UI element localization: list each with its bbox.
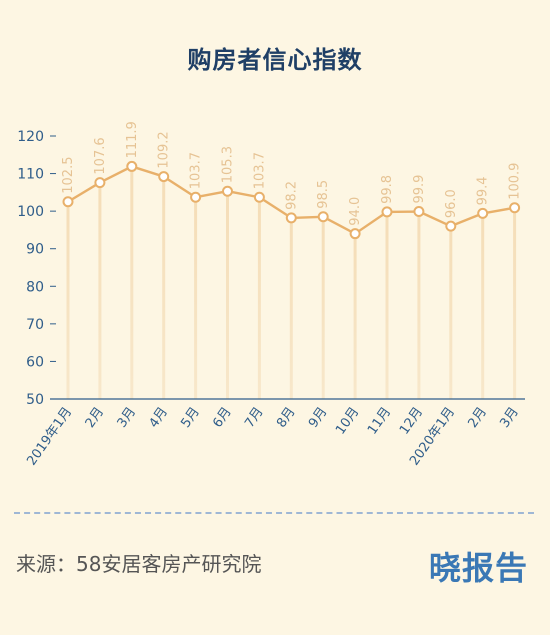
data-label: 102.5 [61, 157, 76, 194]
data-label: 99.4 [476, 176, 491, 205]
y-tick-label: 70 [26, 317, 44, 333]
drop-line [385, 211, 389, 399]
drop-line [66, 201, 70, 399]
data-label: 103.7 [189, 152, 204, 189]
data-point [94, 177, 106, 189]
data-point [126, 160, 138, 172]
data-point [445, 220, 457, 232]
y-tick-label: 80 [26, 279, 44, 295]
y-tick-label: 90 [26, 242, 44, 258]
data-point [509, 202, 521, 214]
drop-line [481, 213, 485, 399]
brand-logo: 晓报告 [428, 549, 528, 587]
data-label: 98.5 [316, 180, 331, 209]
x-tick-label: 3月 [115, 405, 139, 431]
y-tick-label: 120 [17, 129, 44, 145]
dashed-divider [14, 512, 534, 514]
drop-line [194, 197, 198, 399]
drop-line [98, 182, 102, 399]
source-text: 来源：58安居客房产研究院 [16, 552, 262, 576]
y-tick-label: 50 [26, 392, 44, 408]
data-label: 96.0 [444, 189, 459, 218]
data-point [158, 171, 170, 183]
data-point [317, 211, 329, 223]
data-point [62, 196, 74, 208]
y-tick-label: 100 [17, 204, 44, 220]
y-tick-label: 60 [26, 354, 44, 370]
data-point [285, 212, 297, 224]
data-label: 99.8 [380, 175, 395, 204]
drop-line [130, 166, 134, 399]
drop-line [449, 226, 453, 399]
x-tick-label: 8月 [274, 405, 298, 431]
data-point [413, 206, 425, 218]
data-point [477, 207, 489, 219]
x-tick-label: 10月 [333, 405, 362, 438]
data-point [349, 228, 361, 240]
data-label: 107.6 [93, 137, 108, 174]
x-tick-label: 4月 [146, 405, 170, 431]
x-tick-label: 5月 [178, 405, 202, 431]
drop-line [162, 176, 166, 399]
x-tick-label: 11月 [365, 405, 394, 438]
data-label: 109.2 [157, 131, 172, 168]
drop-line [513, 207, 517, 399]
data-label: 94.0 [348, 197, 363, 226]
data-point [381, 206, 393, 218]
data-label: 99.9 [412, 175, 427, 204]
drop-line [417, 211, 421, 399]
x-tick-label: 12月 [397, 405, 426, 438]
chart-title: 购房者信心指数 [187, 46, 363, 74]
x-tick-label: 9月 [306, 405, 330, 431]
drop-line [226, 191, 229, 399]
x-tick-label: 2019年1月 [24, 405, 75, 469]
data-label: 105.3 [221, 146, 236, 183]
line-chart: 50 60 70 80 90 100 110 120 102.5 107.6 111.9 109.2 1… [17, 121, 525, 469]
x-tick-label: 6月 [210, 405, 234, 431]
drop-line [321, 216, 325, 399]
drop-line [289, 217, 293, 399]
x-tick-label: 2月 [83, 405, 107, 431]
x-tick-label: 2月 [465, 405, 489, 431]
drop-line [353, 233, 357, 399]
data-label: 111.9 [125, 121, 140, 158]
data-point [253, 191, 265, 203]
data-point [190, 191, 202, 203]
x-tick-label: 3月 [497, 405, 521, 431]
y-tick-label: 110 [17, 167, 44, 183]
drop-line [257, 197, 261, 399]
data-label: 98.2 [284, 181, 299, 210]
data-point [222, 185, 233, 197]
x-tick-label: 7月 [242, 405, 266, 431]
data-label: 100.9 [508, 163, 523, 200]
data-label: 103.7 [252, 152, 267, 189]
